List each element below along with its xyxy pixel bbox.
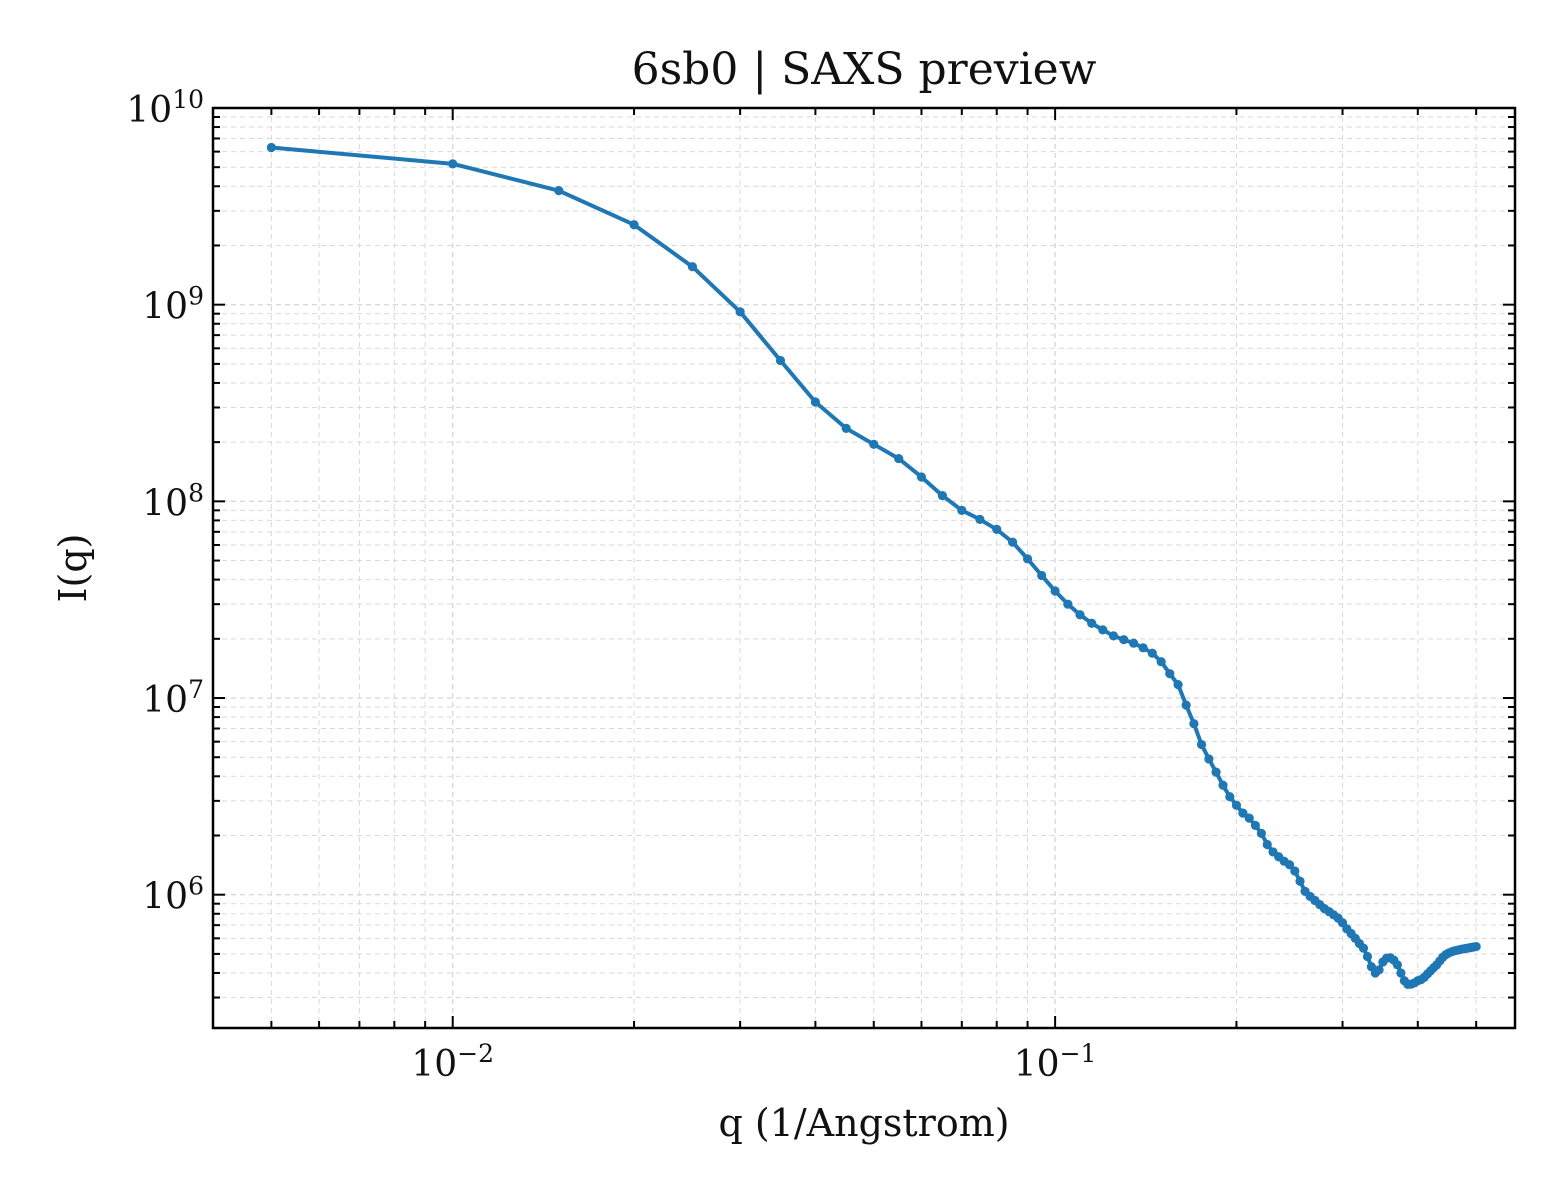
data-point [1165,669,1175,679]
data-point [1181,700,1191,710]
axis-ticks [212,107,1515,1028]
data-point [1250,820,1260,831]
data-point [1211,767,1221,777]
plot-frame [211,106,1517,1030]
data-point [266,142,276,153]
data-point [1037,570,1047,581]
data-point [1290,866,1300,876]
data-point [448,159,458,169]
data-point [1119,635,1129,645]
data-point [841,423,851,433]
tick-labels: 10−2 10−1 106 107 108 109 1010 [126,85,1096,1085]
data-point [1108,631,1119,641]
data-point [1173,680,1183,690]
data-point [1295,876,1305,886]
data-point [1238,808,1248,818]
data-point [1362,951,1373,962]
data-point [1396,968,1406,978]
data-point [687,262,698,272]
data-point [629,220,639,230]
data-point [1218,780,1228,790]
data-point [1471,941,1481,952]
data-point [810,397,820,407]
data-point [1231,800,1242,810]
y-tick-label: 107 [142,675,204,721]
data-point [1358,943,1369,953]
data-point [554,186,564,196]
data-point [1156,657,1166,667]
data-point [1022,554,1033,564]
x-tick-label: 10−1 [1014,1039,1097,1085]
data-point [894,453,904,464]
data-point [1075,610,1085,620]
x-axis-label: q (1/Angstrom) [718,1101,1009,1145]
data-point [775,355,786,366]
y-axis-label: I(q) [51,534,95,603]
data-point [1392,960,1402,970]
data-point [1204,754,1214,764]
data-point [1196,739,1207,750]
data-point [1007,537,1018,547]
data-point [1262,839,1272,850]
data-point [1138,643,1148,653]
data-point [1129,638,1139,648]
data-point [1098,625,1108,635]
data-point [1050,586,1060,596]
grid-lines [212,107,1515,1028]
data-point [1087,618,1097,628]
data-point [916,472,927,482]
chart-title: 6sb0 | SAXS preview [632,44,1097,95]
y-tick-label: 106 [142,872,204,918]
y-tick-label: 1010 [126,85,204,131]
data-point [1256,828,1266,838]
data-point [957,505,967,515]
y-tick-label: 109 [142,282,204,328]
data-point [1225,792,1235,802]
data-point [1284,860,1295,870]
data-point [975,514,985,524]
x-tick-label: 10−2 [411,1039,494,1085]
data-point [735,307,745,317]
data-point [937,490,948,501]
data-point [992,524,1002,535]
data-point [1189,719,1199,729]
data-point [1063,599,1073,609]
data-point [1374,965,1384,975]
series-layer [266,142,1481,989]
data-point [1147,648,1157,658]
y-tick-label: 108 [142,478,204,524]
data-point [869,439,879,449]
data-point [1244,813,1254,823]
